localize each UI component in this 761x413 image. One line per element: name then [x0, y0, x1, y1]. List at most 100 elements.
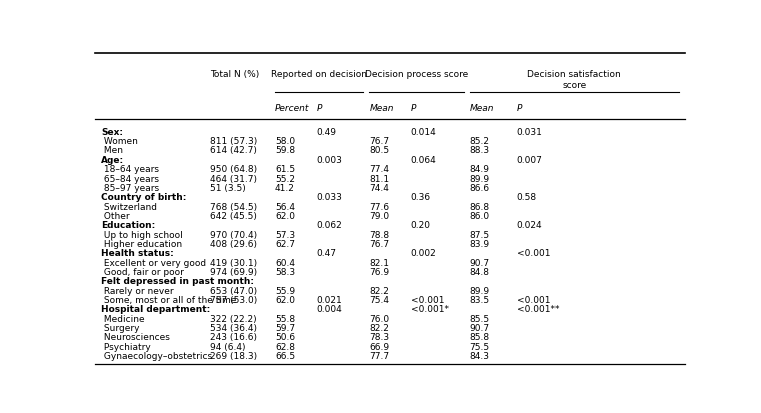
Text: 85.5: 85.5 [470, 314, 490, 323]
Text: 0.004: 0.004 [317, 305, 342, 313]
Text: 0.20: 0.20 [411, 221, 431, 230]
Text: 79.0: 79.0 [369, 211, 390, 221]
Text: 18–64 years: 18–64 years [101, 165, 159, 174]
Text: Other: Other [101, 211, 129, 221]
Text: 57.3: 57.3 [275, 230, 295, 239]
Text: P: P [411, 104, 416, 113]
Text: 653 (47.0): 653 (47.0) [210, 286, 257, 295]
Text: 85.2: 85.2 [470, 137, 489, 146]
Text: 0.062: 0.062 [317, 221, 342, 230]
Text: 55.8: 55.8 [275, 314, 295, 323]
Text: Switzerland: Switzerland [101, 202, 157, 211]
Text: <0.001: <0.001 [517, 249, 550, 258]
Text: 83.5: 83.5 [470, 295, 490, 304]
Text: Health status:: Health status: [101, 249, 174, 258]
Text: 408 (29.6): 408 (29.6) [210, 240, 257, 248]
Text: P: P [517, 104, 522, 113]
Text: 50.6: 50.6 [275, 332, 295, 342]
Text: Percent: Percent [275, 104, 310, 113]
Text: 76.7: 76.7 [369, 240, 390, 248]
Text: 74.4: 74.4 [369, 183, 389, 192]
Text: 85.8: 85.8 [470, 332, 490, 342]
Text: <0.001*: <0.001* [411, 305, 449, 313]
Text: 84.9: 84.9 [470, 165, 489, 174]
Text: 768 (54.5): 768 (54.5) [210, 202, 257, 211]
Text: 75.4: 75.4 [369, 295, 390, 304]
Text: 84.3: 84.3 [470, 351, 489, 360]
Text: Some, most or all of the time: Some, most or all of the time [101, 295, 237, 304]
Text: 0.033: 0.033 [317, 193, 342, 202]
Text: 464 (31.7): 464 (31.7) [210, 174, 257, 183]
Text: Excellent or very good: Excellent or very good [101, 258, 206, 267]
Text: <0.001: <0.001 [411, 295, 444, 304]
Text: Neurosciences: Neurosciences [101, 332, 170, 342]
Text: 55.2: 55.2 [275, 174, 295, 183]
Text: 88.3: 88.3 [470, 146, 490, 155]
Text: 82.1: 82.1 [369, 258, 390, 267]
Text: 737 (53.0): 737 (53.0) [210, 295, 257, 304]
Text: 76.9: 76.9 [369, 267, 390, 276]
Text: Up to high school: Up to high school [101, 230, 183, 239]
Text: 78.8: 78.8 [369, 230, 390, 239]
Text: 58.3: 58.3 [275, 267, 295, 276]
Text: 243 (16.6): 243 (16.6) [210, 332, 257, 342]
Text: 85–97 years: 85–97 years [101, 183, 159, 192]
Text: Felt depressed in past month:: Felt depressed in past month: [101, 277, 254, 286]
Text: 51 (3.5): 51 (3.5) [210, 183, 246, 192]
Text: 76.0: 76.0 [369, 314, 390, 323]
Text: Decision process score: Decision process score [365, 70, 468, 79]
Text: 75.5: 75.5 [470, 342, 490, 351]
Text: 66.9: 66.9 [369, 342, 390, 351]
Text: 82.2: 82.2 [369, 323, 389, 332]
Text: 62.7: 62.7 [275, 240, 295, 248]
Text: Higher education: Higher education [101, 240, 182, 248]
Text: 59.8: 59.8 [275, 146, 295, 155]
Text: 87.5: 87.5 [470, 230, 490, 239]
Text: 59.7: 59.7 [275, 323, 295, 332]
Text: 0.064: 0.064 [411, 155, 436, 164]
Text: Good, fair or poor: Good, fair or poor [101, 267, 184, 276]
Text: Country of birth:: Country of birth: [101, 193, 186, 202]
Text: Men: Men [101, 146, 123, 155]
Text: 84.8: 84.8 [470, 267, 489, 276]
Text: 614 (42.7): 614 (42.7) [210, 146, 257, 155]
Text: 83.9: 83.9 [470, 240, 490, 248]
Text: 0.007: 0.007 [517, 155, 543, 164]
Text: Psychiatry: Psychiatry [101, 342, 151, 351]
Text: 62.8: 62.8 [275, 342, 295, 351]
Text: 974 (69.9): 974 (69.9) [210, 267, 257, 276]
Text: 66.5: 66.5 [275, 351, 295, 360]
Text: 61.5: 61.5 [275, 165, 295, 174]
Text: Surgery: Surgery [101, 323, 139, 332]
Text: 62.0: 62.0 [275, 295, 295, 304]
Text: Mean: Mean [470, 104, 494, 113]
Text: 89.9: 89.9 [470, 174, 490, 183]
Text: 419 (30.1): 419 (30.1) [210, 258, 257, 267]
Text: 86.8: 86.8 [470, 202, 490, 211]
Text: Total N (%): Total N (%) [210, 70, 260, 79]
Text: 56.4: 56.4 [275, 202, 295, 211]
Text: 89.9: 89.9 [470, 286, 490, 295]
Text: 41.2: 41.2 [275, 183, 295, 192]
Text: 0.002: 0.002 [411, 249, 436, 258]
Text: 0.49: 0.49 [317, 128, 336, 136]
Text: 0.003: 0.003 [317, 155, 342, 164]
Text: 0.024: 0.024 [517, 221, 543, 230]
Text: Reported on decision: Reported on decision [271, 70, 368, 79]
Text: Hospital department:: Hospital department: [101, 305, 210, 313]
Text: Age:: Age: [101, 155, 124, 164]
Text: 78.3: 78.3 [369, 332, 390, 342]
Text: <0.001**: <0.001** [517, 305, 559, 313]
Text: 86.6: 86.6 [470, 183, 490, 192]
Text: 0.58: 0.58 [517, 193, 537, 202]
Text: 81.1: 81.1 [369, 174, 390, 183]
Text: 0.47: 0.47 [317, 249, 336, 258]
Text: Sex:: Sex: [101, 128, 123, 136]
Text: 534 (36.4): 534 (36.4) [210, 323, 257, 332]
Text: 77.4: 77.4 [369, 165, 390, 174]
Text: 94 (6.4): 94 (6.4) [210, 342, 246, 351]
Text: 322 (22.2): 322 (22.2) [210, 314, 256, 323]
Text: 60.4: 60.4 [275, 258, 295, 267]
Text: 90.7: 90.7 [470, 258, 490, 267]
Text: Education:: Education: [101, 221, 155, 230]
